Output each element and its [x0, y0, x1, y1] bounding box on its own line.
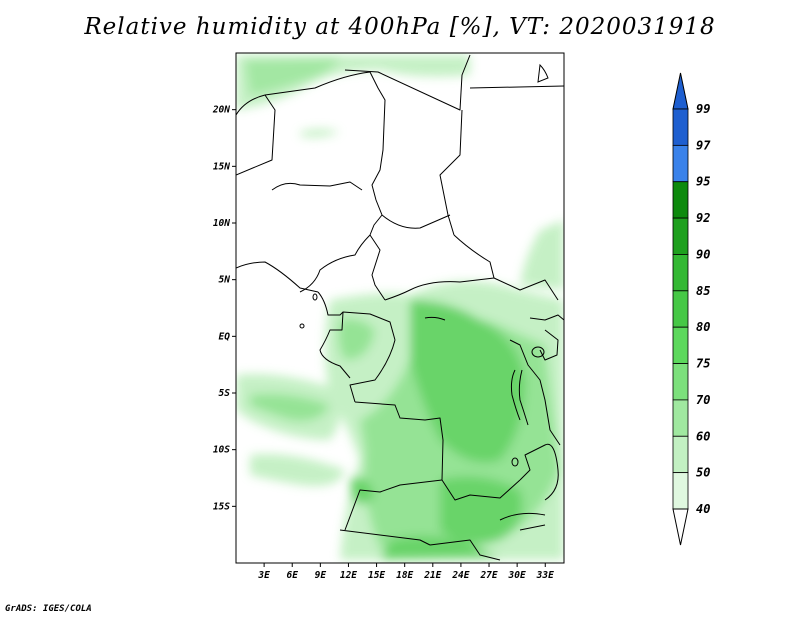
- colorbar-segment: [672, 144, 689, 183]
- lon-tick-label: 24E: [451, 570, 469, 581]
- colorbar-level-label: 99: [696, 102, 710, 116]
- colorbar-segment: [672, 181, 689, 219]
- lakes: [299, 63, 549, 467]
- colorbar-level-label: 40: [696, 502, 710, 516]
- humidity-shading: [236, 55, 564, 560]
- colorbar-level-label: 60: [696, 429, 710, 443]
- grads-credit: GrADS: IGES/COLA: [5, 604, 92, 614]
- map-frame: [235, 52, 565, 564]
- colorbar-segment: [672, 254, 689, 292]
- colorbar-segment: [672, 326, 689, 364]
- colorbar-segment: [672, 435, 689, 474]
- colorbar-level-label: 75: [696, 357, 710, 371]
- lon-tick-label: 30E: [508, 570, 526, 581]
- colorbar-bottom-arrow: [672, 508, 689, 546]
- colorbar-level-label: 85: [696, 284, 710, 298]
- colorbar-level-label: 95: [696, 175, 710, 189]
- lon-tick-label: 6E: [287, 570, 299, 581]
- colorbar-level-label: 50: [696, 466, 710, 480]
- lat-tick-label: 10S: [213, 445, 230, 456]
- lat-tick-label: 20N: [212, 105, 230, 116]
- lon-tick-label: 9E: [315, 570, 327, 581]
- map-title: Relative humidity at 400hPa [%], VT: 202…: [84, 14, 716, 40]
- lon-tick-label: 15E: [368, 570, 385, 581]
- lat-tick-label: EQ: [219, 331, 231, 342]
- colorbar-segment: [672, 217, 689, 255]
- colorbar: 99 97 95 92 90 85 80 75 70 60 50 40: [672, 72, 711, 546]
- colorbar-level-label: 80: [696, 320, 710, 334]
- lat-tick-label: 15N: [213, 161, 230, 172]
- lon-tick-label: 21E: [423, 570, 441, 581]
- lat-tick-label: 5N: [219, 275, 231, 286]
- lon-tick-label: 27E: [479, 570, 497, 581]
- colorbar-segment: [672, 108, 689, 146]
- country-borders: [236, 54, 564, 561]
- colorbar-level-label: 92: [696, 211, 710, 225]
- lon-tick-label: 18E: [396, 570, 413, 581]
- axis-ticks: 3E 6E 9E 12E 15E 18E 21E 24E 27E 30E 33E 20N 15N 10N 5…: [212, 105, 554, 581]
- colorbar-level-label: 97: [696, 138, 711, 152]
- colorbar-top-arrow: [672, 72, 689, 110]
- lon-tick-label: 3E: [257, 570, 270, 581]
- colorbar-segment: [672, 290, 689, 328]
- lat-tick-label: 5S: [219, 388, 231, 399]
- colorbar-level-label: 70: [696, 393, 710, 407]
- lat-tick-label: 10N: [213, 218, 230, 229]
- colorbar-segment: [672, 363, 689, 401]
- colorbar-segment: [672, 399, 689, 437]
- lon-tick-label: 33E: [536, 570, 554, 581]
- colorbar-segment: [672, 472, 689, 510]
- colorbar-level-label: 90: [696, 247, 710, 261]
- lon-tick-label: 12E: [340, 570, 357, 581]
- lat-tick-label: 15S: [213, 501, 230, 512]
